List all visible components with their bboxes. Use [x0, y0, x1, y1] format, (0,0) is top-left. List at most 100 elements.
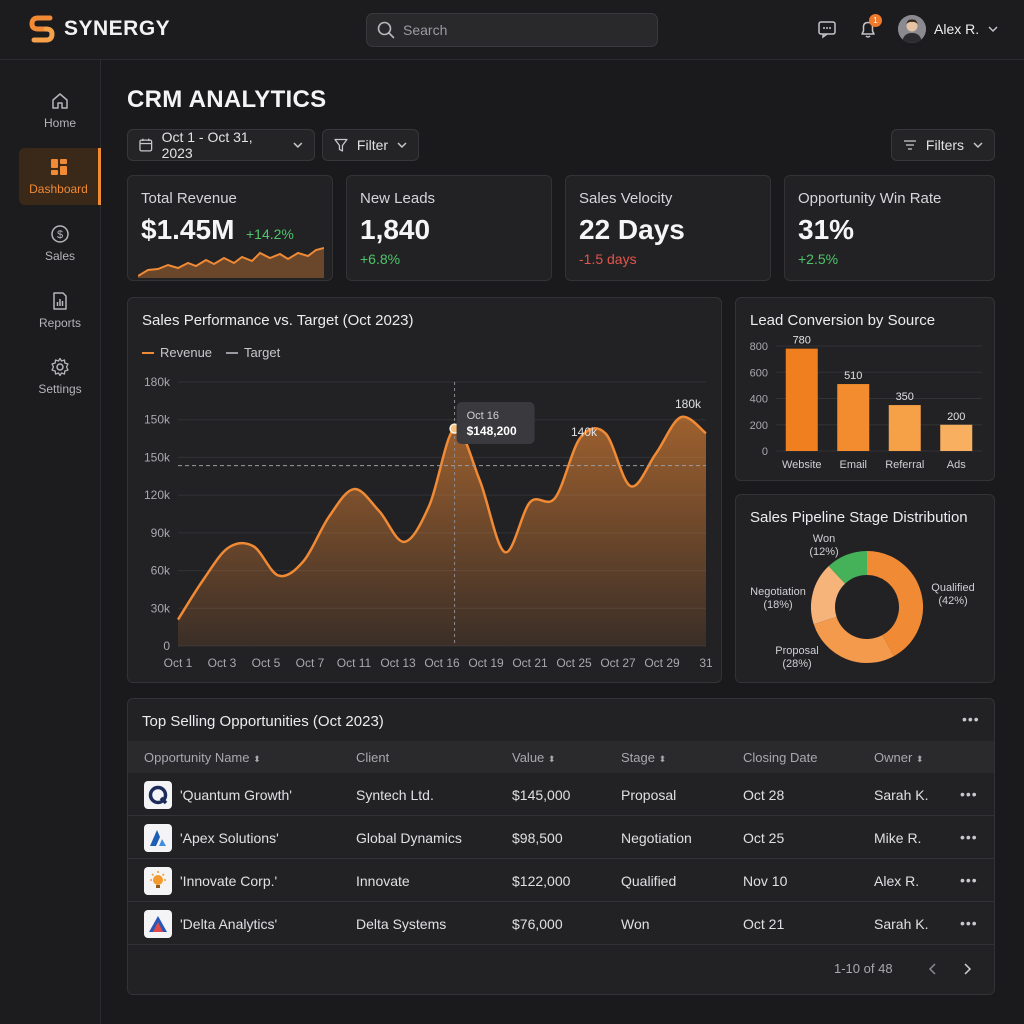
- search-icon: [377, 21, 395, 39]
- kpi-value: 1,840: [360, 214, 431, 245]
- sort-icon: ⬍: [915, 754, 924, 764]
- table-row[interactable]: 'Apex Solutions' Global Dynamics $98,500…: [128, 816, 994, 859]
- filters-button[interactable]: Filters: [891, 129, 995, 161]
- bar-referral[interactable]: [888, 405, 921, 451]
- sort-icon: ⬍: [547, 754, 556, 764]
- sidebar-item-label: Settings: [38, 382, 82, 396]
- chevron-left-icon[interactable]: [926, 962, 940, 976]
- client-name: Delta Systems: [356, 916, 447, 932]
- sales-line-chart[interactable]: 180k 150k 150k 120k 90k 60k 30k 0 Oct 1 Oct 3 Oct …: [128, 298, 723, 684]
- chevron-down-icon: [293, 142, 303, 148]
- sidebar-item-sales[interactable]: $ Sales: [19, 215, 101, 272]
- opportunity-name: 'Innovate Corp.': [180, 873, 278, 889]
- x-tick-label: Website: [782, 459, 822, 471]
- x-tick-label: Oct 13: [380, 656, 416, 670]
- x-tick-label: Oct 21: [512, 656, 548, 670]
- date-range-picker[interactable]: Oct 1 - Oct 31, 2023: [127, 129, 315, 161]
- bar-email[interactable]: [837, 384, 870, 451]
- chart-title: Sales Pipeline Stage Distribution: [750, 509, 968, 526]
- opportunity-name: 'Delta Analytics': [180, 916, 278, 932]
- bar-data-label: 780: [793, 335, 811, 347]
- row-actions-icon[interactable]: •••: [960, 872, 978, 888]
- sort-icon: ⬍: [253, 754, 261, 764]
- sidebar-item-home[interactable]: Home: [19, 82, 101, 139]
- date-range-label: Oct 1 - Oct 31, 2023: [161, 129, 253, 161]
- y-tick-label: 150k: [144, 450, 171, 464]
- kpi-delta: -1.5 days: [579, 251, 637, 267]
- bar-data-label: 510: [844, 370, 862, 382]
- column-header-opportunity[interactable]: Opportunity Name ⬍: [144, 750, 261, 765]
- table-row[interactable]: 'Innovate Corp.' Innovate $122,000 Quali…: [128, 859, 994, 902]
- kpi-card-sales-velocity[interactable]: Sales Velocity 22 Days -1.5 days: [565, 175, 771, 281]
- user-name: Alex R.: [934, 21, 980, 37]
- y-tick-label: 150k: [144, 413, 171, 427]
- quantum-logo-icon: [144, 781, 172, 809]
- revenue-area: [178, 416, 706, 646]
- bar-website[interactable]: [785, 348, 818, 451]
- chevron-right-icon[interactable]: [960, 962, 974, 976]
- y-tick-label: 180k: [144, 375, 171, 389]
- sidebar-item-settings[interactable]: Settings: [19, 348, 101, 405]
- donut-slice-proposal[interactable]: [813, 616, 894, 663]
- deal-value: $145,000: [512, 787, 571, 803]
- column-header-value[interactable]: Value ⬍: [512, 750, 555, 765]
- donut-slice-qualified[interactable]: [866, 551, 923, 657]
- kpi-card-total-revenue[interactable]: Total Revenue $1.45M +14.2%: [127, 175, 333, 281]
- kpi-card-win-rate[interactable]: Opportunity Win Rate 31% +2.5%: [784, 175, 995, 281]
- x-tick-label: Oct 16: [424, 656, 460, 670]
- deal-value: $76,000: [512, 916, 563, 932]
- sidebar-item-reports[interactable]: Reports: [19, 282, 101, 339]
- row-actions-icon[interactable]: •••: [960, 915, 978, 931]
- legend-swatch-target: [226, 351, 239, 354]
- row-actions-icon[interactable]: •••: [960, 829, 978, 845]
- deal-stage: Won: [621, 916, 650, 932]
- bell-icon[interactable]: [857, 18, 879, 40]
- kpi-value: $1.45M: [141, 214, 235, 245]
- table-row[interactable]: 'Quantum Growth' Syntech Ltd. $145,000 P…: [128, 773, 994, 816]
- sidebar-item-dashboard[interactable]: Dashboard: [19, 148, 101, 205]
- lead-conversion-bar-chart[interactable]: 800 600 400 200 0 780 Website 510 Email 350 Referr…: [736, 298, 996, 482]
- opportunity-name: 'Apex Solutions': [180, 830, 279, 846]
- search-bar[interactable]: [366, 13, 658, 47]
- closing-date: Oct 28: [743, 787, 785, 803]
- deal-stage: Proposal: [621, 787, 677, 803]
- slice-percent-label: (12%): [809, 546, 838, 558]
- pipeline-donut-chart[interactable]: Qualified(42%)Proposal(28%)Negotiation(1…: [736, 495, 996, 684]
- sidebar-item-label: Dashboard: [29, 182, 88, 196]
- kpi-label: New Leads: [360, 190, 436, 207]
- x-tick-label: Referral: [885, 459, 924, 471]
- revenue-line[interactable]: [176, 415, 707, 621]
- x-tick-label: Oct 11: [337, 656, 372, 670]
- user-menu[interactable]: Alex R.: [898, 15, 999, 43]
- y-tick-label: 120k: [144, 488, 171, 502]
- search-input[interactable]: [403, 22, 643, 38]
- row-actions-icon[interactable]: •••: [960, 786, 978, 802]
- donut-slice-won[interactable]: [828, 551, 868, 585]
- y-tick-label: 60k: [151, 564, 171, 578]
- filter-button[interactable]: Filter: [322, 129, 419, 161]
- sidebar-item-label: Home: [43, 116, 76, 130]
- owner-name: Sarah K.: [874, 916, 929, 932]
- owner-name: Alex R.: [874, 873, 920, 889]
- bar-data-label: 350: [896, 391, 914, 403]
- bar-ads[interactable]: [940, 424, 973, 451]
- sort-icon: ⬍: [658, 754, 667, 764]
- legend-item-target: Target: [244, 345, 281, 360]
- messages-icon[interactable]: [816, 18, 838, 40]
- kpi-label: Total Revenue: [141, 190, 237, 207]
- y-tick-label: 200: [750, 420, 768, 432]
- column-header-closing-date[interactable]: Closing Date: [743, 750, 817, 765]
- column-header-client[interactable]: Client: [356, 750, 389, 765]
- tooltip-value: $148,200: [467, 424, 517, 438]
- delta-logo-icon: [144, 910, 172, 938]
- donut-slice-negotiation[interactable]: [811, 566, 846, 625]
- app-logo[interactable]: SYNERGY: [28, 14, 170, 44]
- sales-performance-card: Sales Performance vs. Target (Oct 2023) …: [127, 297, 722, 683]
- kpi-card-new-leads[interactable]: New Leads 1,840 +6.8%: [346, 175, 552, 281]
- table-row[interactable]: 'Delta Analytics' Delta Systems $76,000 …: [128, 902, 994, 945]
- column-header-stage[interactable]: Stage ⬍: [621, 750, 666, 765]
- owner-name: Mike R.: [874, 830, 922, 846]
- column-header-owner[interactable]: Owner ⬍: [874, 750, 923, 765]
- more-options-icon[interactable]: •••: [962, 711, 980, 727]
- x-tick-label: Oct 27: [600, 656, 636, 670]
